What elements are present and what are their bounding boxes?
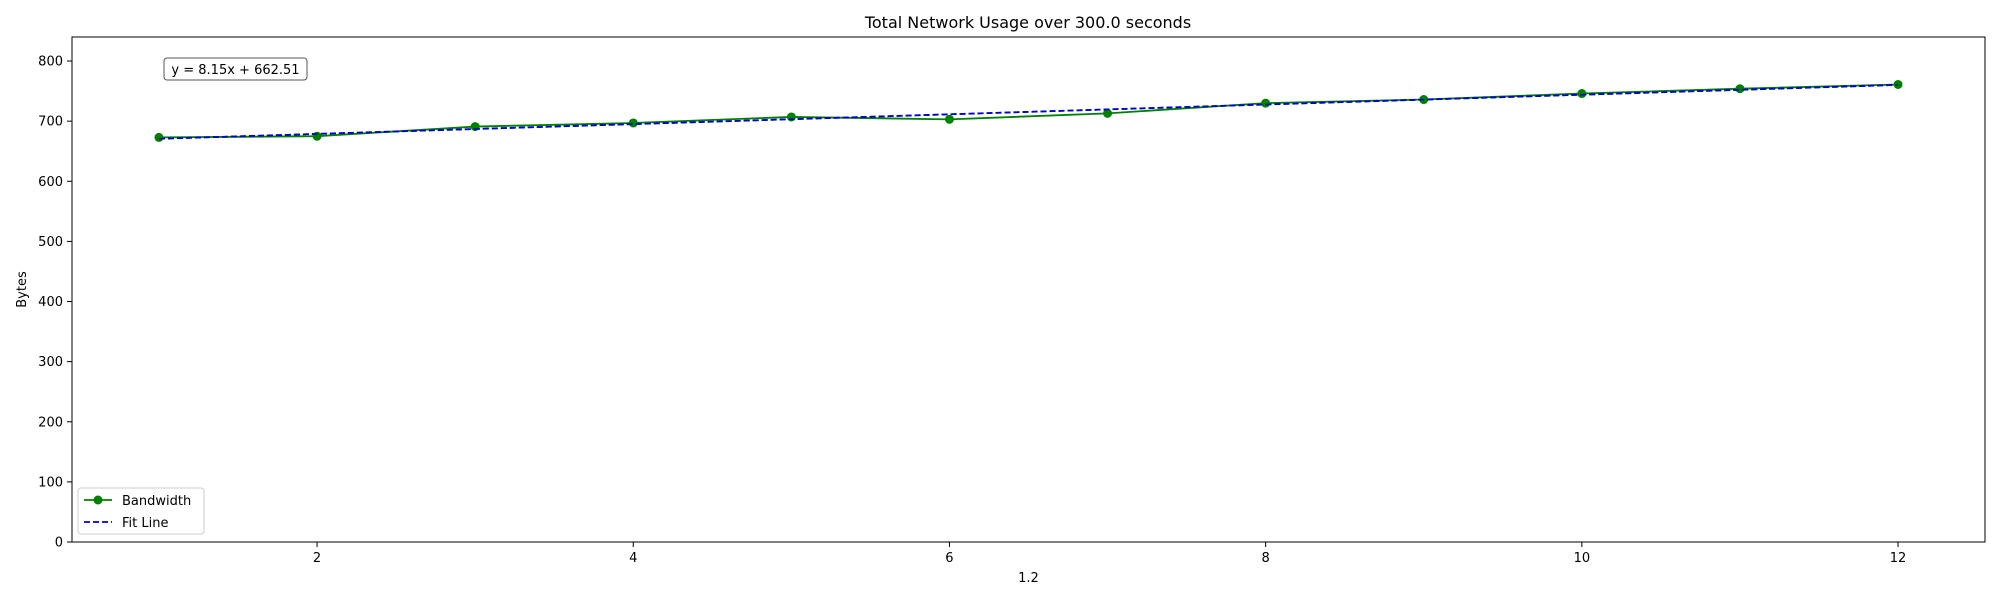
x-axis: 2 4 6 8 10 12 <box>313 542 1906 566</box>
legend-label-fit-line: Fit Line <box>122 516 168 531</box>
data-point <box>1577 89 1587 99</box>
data-point <box>944 114 954 124</box>
y-tick-label: 0 <box>55 536 63 551</box>
data-point <box>1261 98 1271 108</box>
data-point <box>1735 84 1745 94</box>
plot-area <box>154 79 1903 142</box>
y-axis: 0 100 200 300 400 500 600 700 800 <box>38 55 72 551</box>
y-tick-label: 500 <box>38 235 63 250</box>
data-point <box>1103 108 1113 118</box>
y-tick-label: 800 <box>38 55 63 70</box>
x-axis-label: 1.2 <box>1018 571 1039 586</box>
y-tick-label: 200 <box>38 415 63 430</box>
y-axis-label: Bytes <box>15 271 30 308</box>
fit-line-overlay <box>158 84 1899 140</box>
y-tick-label: 600 <box>38 175 63 190</box>
data-point <box>154 132 164 142</box>
annotation-text: y = 8.15x + 662.51 <box>171 63 299 78</box>
data-point <box>628 118 638 128</box>
annotation-box <box>163 57 308 81</box>
legend-label-bandwidth: Bandwidth <box>122 494 191 509</box>
y-tick-label: 100 <box>38 475 63 490</box>
data-point <box>312 131 322 141</box>
plot-frame <box>71 36 1986 543</box>
x-tick-label: 12 <box>1890 551 1907 566</box>
x-tick-label: 4 <box>629 551 637 566</box>
legend: Bandwidth Fit Line <box>77 487 205 535</box>
x-tick-label: 6 <box>945 551 953 566</box>
fit-equation-annotation: y = 8.15x + 662.51 <box>163 57 308 81</box>
data-point <box>786 112 796 122</box>
x-tick-label: 10 <box>1574 551 1591 566</box>
series-line-bandwidth <box>158 83 1899 139</box>
y-tick-label: 700 <box>38 115 63 130</box>
legend-marker-bandwidth <box>93 495 103 505</box>
chart-title: Total Network Usage over 300.0 seconds <box>864 13 1191 32</box>
data-point <box>1893 79 1903 89</box>
y-tick-label: 400 <box>38 295 63 310</box>
x-tick-label: 2 <box>313 551 321 566</box>
y-tick-label: 300 <box>38 355 63 370</box>
x-tick-label: 8 <box>1262 551 1270 566</box>
